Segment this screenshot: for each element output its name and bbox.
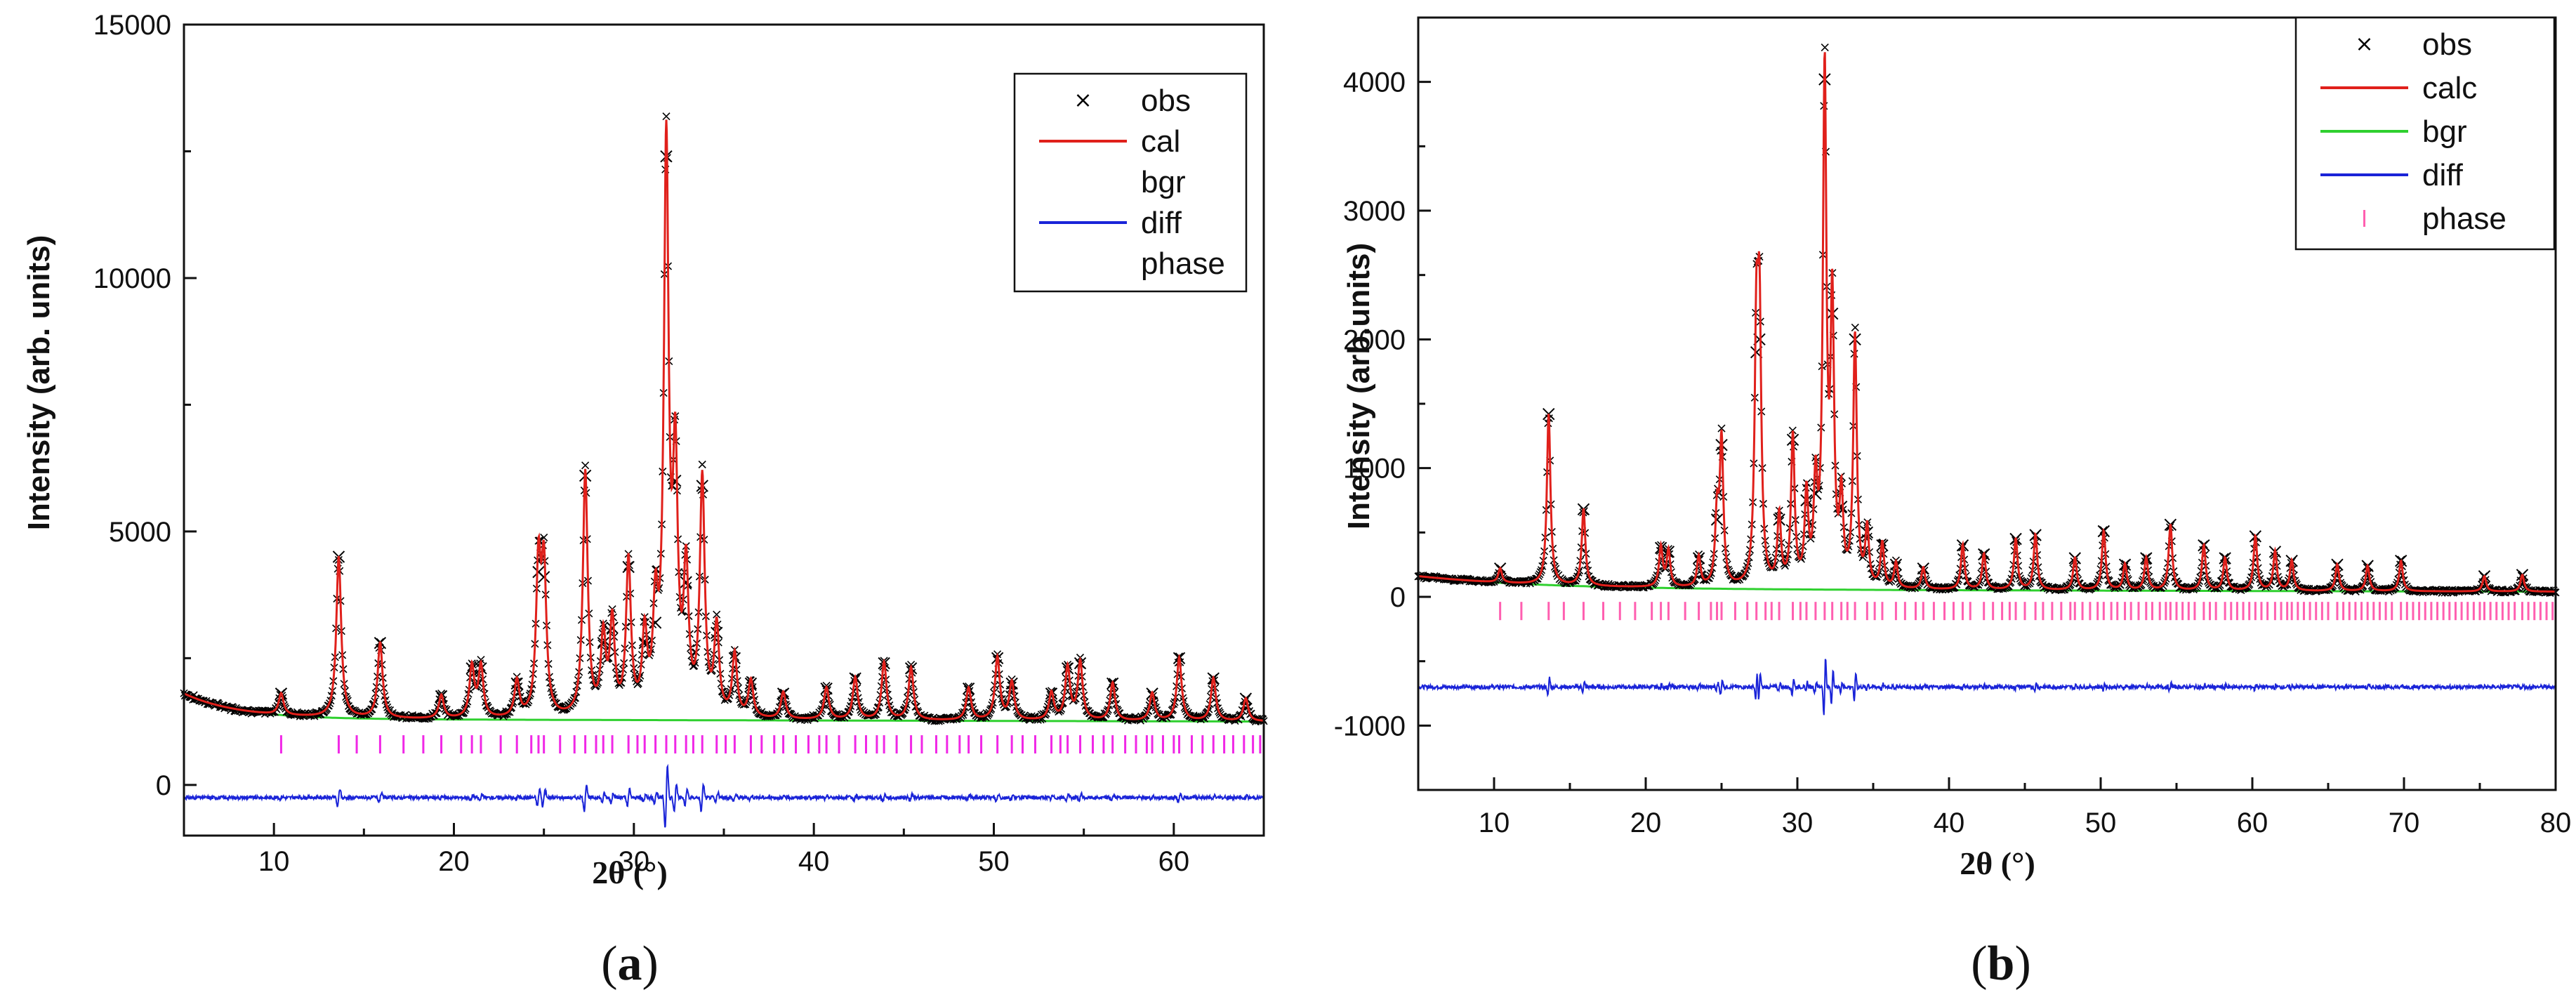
x-tick-label: 20: [1630, 807, 1662, 838]
obs-peak-marker: [711, 626, 723, 639]
x-tick-label: 60: [2237, 807, 2268, 838]
diff-series: [183, 763, 1264, 828]
obs-peak-marker: [1800, 494, 1813, 507]
chart-b-legend: obs calc bgr diff phase: [2294, 16, 2556, 251]
y-tick-label: 5000: [109, 517, 171, 548]
y-tick-label: 1000: [1343, 454, 1406, 484]
chart-b-calc-line: [1418, 52, 2556, 593]
chart-b-axes: 10 20 30 40 50 60 70 80 -1000 0 1000 2000 3000 4000: [1334, 16, 2572, 838]
chart-a-legend: obs cal bgr diff phase: [1013, 72, 1248, 293]
y-tick-label: -1000: [1334, 711, 1406, 741]
x-tick-label: 10: [1479, 807, 1510, 838]
x-tick-label: 20: [438, 846, 470, 877]
panel-label-a: (a): [601, 937, 659, 991]
calc-series: [1418, 52, 2556, 593]
chart-a-calc-line: [183, 119, 1264, 722]
y-tick-label: 10000: [93, 263, 171, 294]
legend-label: bgr: [2422, 114, 2467, 149]
obs-peak-marker: [680, 576, 692, 588]
x-tick-label: 30: [1782, 807, 1814, 838]
obs-peak-marker: [537, 571, 550, 584]
calc-series: [183, 119, 1264, 722]
obs-peak-marker: [597, 636, 609, 650]
x-tick-label: 40: [798, 846, 830, 877]
legend-label: calc: [2422, 71, 2477, 105]
legend-label: phase: [1141, 246, 1225, 281]
bgr-series: [183, 692, 1264, 723]
legend-label: cal: [1141, 124, 1180, 159]
obs-peak-marker: [510, 677, 523, 690]
obs-peak-marker: [728, 652, 741, 665]
legend-label: diff: [1141, 206, 1182, 240]
chart-b-phase-ticks: [1499, 602, 2554, 621]
obs-peak-marker: [606, 621, 619, 634]
x-tick-label: 10: [258, 846, 290, 877]
x-tick-label: 80: [2540, 807, 2572, 838]
chart-a-y-axis-label: Intensity (arb. units): [22, 235, 56, 530]
x-tick-label: 70: [2389, 807, 2420, 838]
legend-box: [1013, 72, 1248, 293]
x-tick-label: 50: [978, 846, 1010, 877]
legend-swatch-marker: [1076, 94, 1090, 107]
chart-a-diff-line: [183, 763, 1264, 828]
panel-a-letter: a: [618, 937, 642, 991]
x-tick-label: 40: [1934, 807, 1965, 838]
chart-a-axes: 10 20 30 40 50 60 0 5000 10000 15000: [93, 10, 1265, 877]
chart-b-diff-line: [1418, 659, 2556, 716]
legend-swatch-marker: [2358, 38, 2371, 51]
y-tick-label: 3000: [1343, 196, 1406, 227]
legend-label: phase: [2422, 202, 2506, 236]
panel-label-b: (b): [1971, 937, 2031, 991]
diff-series: [1418, 659, 2556, 716]
chart-b-y-axis-label: Intensity (arb.units): [1342, 243, 1376, 529]
legend-box: [2294, 16, 2556, 251]
x-tick-label: 30: [619, 846, 650, 877]
x-tick-label: 50: [2085, 807, 2117, 838]
legend-label: obs: [1141, 84, 1191, 118]
y-tick-label: 4000: [1343, 67, 1406, 98]
chart-panel-b: 10 20 30 40 50 60 70 80 -1000 0 1000 2000 3000 4000 o…: [1334, 16, 2572, 991]
y-tick-label: 0: [156, 770, 171, 801]
y-tick-label: 0: [1390, 582, 1406, 613]
obs-peak-marker: [744, 677, 758, 690]
obs-peak-marker: [1710, 513, 1724, 526]
obs-peak-marker: [1809, 487, 1822, 501]
chart-panel-a: 10 20 30 40 50 60 0 5000 10000 15000 obs cal bgr dif…: [22, 10, 1268, 991]
legend-label: obs: [2422, 27, 2472, 62]
chart-a-bgr-line: [183, 692, 1264, 723]
legend-label: diff: [2422, 158, 2464, 192]
chart-a-phase-ticks: [279, 735, 1262, 754]
x-tick-label: 60: [1158, 846, 1190, 877]
legend-label: bgr: [1141, 165, 1186, 199]
y-tick-label: 2000: [1343, 324, 1406, 355]
y-tick-label: 15000: [93, 10, 171, 41]
chart-a-x-axis-label: 2θ (°): [592, 855, 668, 890]
panel-b-letter: b: [1988, 937, 2015, 991]
chart-b-x-axis-label: 2θ (°): [1960, 845, 2035, 881]
